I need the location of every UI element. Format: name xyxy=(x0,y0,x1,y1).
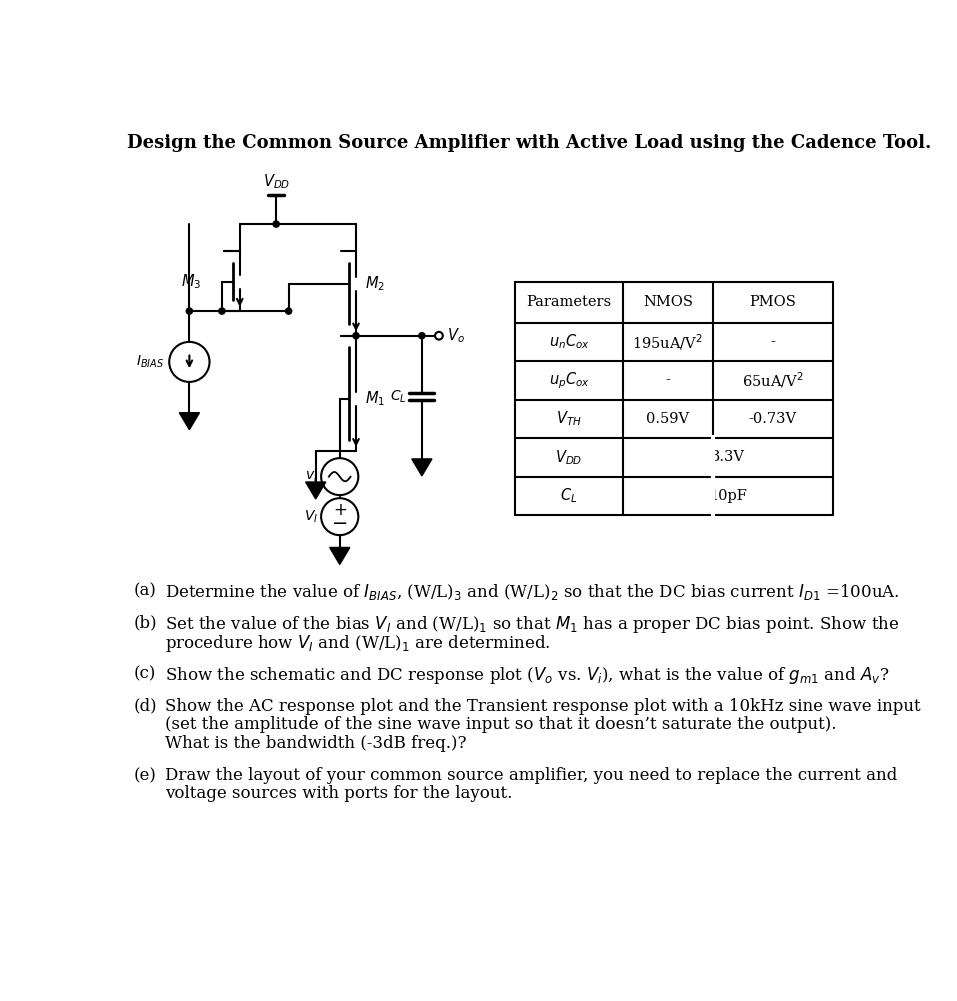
Text: $I_{BIAS}$: $I_{BIAS}$ xyxy=(137,353,165,370)
Text: (b): (b) xyxy=(134,615,157,632)
Text: Parameters: Parameters xyxy=(526,295,612,309)
Text: procedure how $V_I$ and (W/L)$_1$ are determined.: procedure how $V_I$ and (W/L)$_1$ are de… xyxy=(165,633,550,654)
Text: $M_3$: $M_3$ xyxy=(181,272,201,291)
Text: $C_L$: $C_L$ xyxy=(389,388,407,404)
Text: (c): (c) xyxy=(134,666,156,683)
Circle shape xyxy=(419,332,425,338)
Text: 195uA/V$^2$: 195uA/V$^2$ xyxy=(633,332,703,351)
Text: −: − xyxy=(331,515,348,534)
Text: $M_2$: $M_2$ xyxy=(366,275,386,293)
Text: Show the schematic and DC response plot ($V_o$ vs. $V_i$), what is the value of : Show the schematic and DC response plot … xyxy=(165,666,889,687)
Text: Draw the layout of your common source amplifier, you need to replace the current: Draw the layout of your common source am… xyxy=(165,767,897,784)
Text: -: - xyxy=(770,335,775,349)
Text: 65uA/V$^2$: 65uA/V$^2$ xyxy=(742,370,803,390)
Text: +: + xyxy=(333,500,346,519)
Text: $V_o$: $V_o$ xyxy=(447,326,464,345)
Text: Show the AC response plot and the Transient response plot with a 10kHz sine wave: Show the AC response plot and the Transi… xyxy=(165,698,921,715)
Text: $M_1$: $M_1$ xyxy=(366,389,386,408)
Text: Determine the value of $I_{BIAS}$, (W/L)$_3$ and (W/L)$_2$ so that the DC bias c: Determine the value of $I_{BIAS}$, (W/L)… xyxy=(165,583,900,603)
Text: (e): (e) xyxy=(134,767,156,784)
Text: voltage sources with ports for the layout.: voltage sources with ports for the layou… xyxy=(165,786,512,803)
Text: (set the amplitude of the sine wave input so that it doesn’t saturate the output: (set the amplitude of the sine wave inpu… xyxy=(165,716,836,733)
Text: (a): (a) xyxy=(134,583,156,600)
Text: Set the value of the bias $V_I$ and (W/L)$_1$ so that $M_1$ has a proper DC bias: Set the value of the bias $V_I$ and (W/L… xyxy=(165,615,899,636)
Circle shape xyxy=(285,308,292,314)
Polygon shape xyxy=(329,548,350,565)
Text: $u_pC_{ox}$: $u_pC_{ox}$ xyxy=(548,370,590,390)
Circle shape xyxy=(273,221,279,227)
Text: -: - xyxy=(665,373,670,387)
Text: PMOS: PMOS xyxy=(749,295,796,309)
Text: $V_{DD}$: $V_{DD}$ xyxy=(555,448,583,466)
Text: (d): (d) xyxy=(134,698,157,715)
Polygon shape xyxy=(412,458,432,475)
Text: Design the Common Source Amplifier with Active Load using the Cadence Tool.: Design the Common Source Amplifier with … xyxy=(127,134,932,152)
Text: What is the bandwidth (-3dB freq.)?: What is the bandwidth (-3dB freq.)? xyxy=(165,735,466,752)
Text: 10pF: 10pF xyxy=(709,488,746,503)
Text: $V_I$: $V_I$ xyxy=(304,509,318,525)
Text: $C_L$: $C_L$ xyxy=(561,486,578,506)
Text: NMOS: NMOS xyxy=(643,295,693,309)
Text: -0.73V: -0.73V xyxy=(748,411,796,425)
Text: 3.3V: 3.3V xyxy=(711,450,745,464)
Text: $V_{TH}$: $V_{TH}$ xyxy=(556,409,582,428)
Polygon shape xyxy=(305,482,325,498)
Circle shape xyxy=(187,308,192,314)
Text: $v_i$: $v_i$ xyxy=(305,469,318,483)
Circle shape xyxy=(219,308,225,314)
Text: 0.59V: 0.59V xyxy=(646,411,689,425)
Polygon shape xyxy=(179,412,199,429)
Circle shape xyxy=(353,332,359,338)
Text: $u_nC_{ox}$: $u_nC_{ox}$ xyxy=(548,332,590,351)
Text: $V_{DD}$: $V_{DD}$ xyxy=(262,172,290,191)
